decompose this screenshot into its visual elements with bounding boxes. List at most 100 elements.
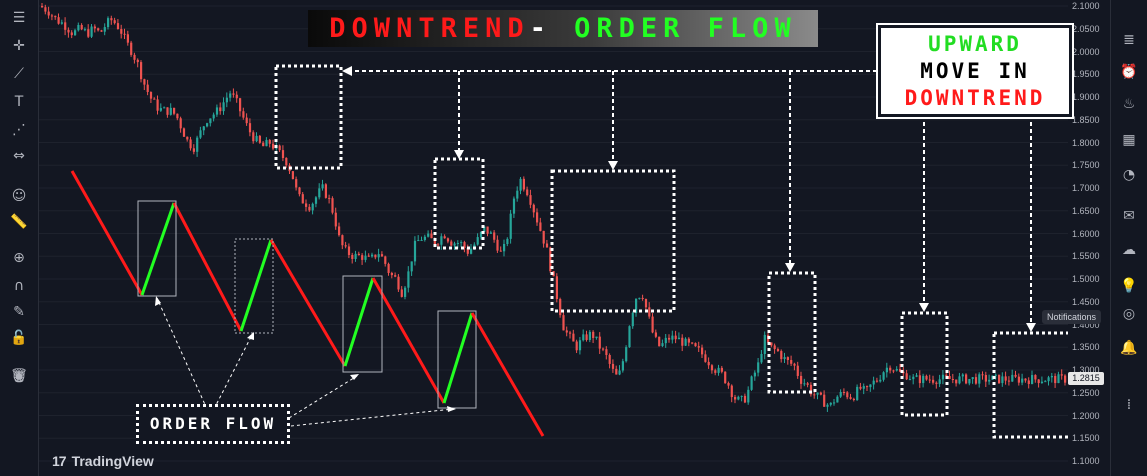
alerts-icon[interactable]: ⏰ (1120, 64, 1138, 80)
candle-down (278, 145, 281, 151)
text-icon[interactable]: T (14, 94, 24, 110)
candle-up (479, 231, 483, 238)
candle-down (338, 226, 341, 236)
tradingview-brand[interactable]: 17 TradingView (52, 453, 154, 469)
callout-arrows (345, 70, 1032, 328)
zigzag-leg-1-up (140, 202, 176, 296)
candle-up (872, 380, 875, 385)
candle-down (173, 107, 176, 114)
candle-down (232, 93, 235, 95)
price-tick-label: 1.3000 (1072, 365, 1100, 375)
lock-icon[interactable]: 🔓 (10, 330, 28, 346)
candle-down (935, 382, 938, 384)
calendar-icon[interactable]: ▦ (1122, 132, 1136, 148)
candle-down (192, 148, 195, 152)
streams-icon[interactable]: ☁ (1122, 242, 1136, 258)
broadcast-icon[interactable]: ◎ (1122, 306, 1136, 322)
candle-up (318, 188, 321, 198)
eye-icon[interactable]: ◉ (12, 368, 26, 384)
candle-up (196, 137, 199, 152)
candle-up (364, 255, 367, 260)
hotlist-icon[interactable]: ♨ (1122, 96, 1136, 112)
candle-up (938, 379, 941, 384)
candle-down (245, 117, 248, 124)
candle-up (912, 376, 915, 380)
candle-down (846, 392, 849, 398)
chart-layout-icon[interactable]: ⁞ (1126, 397, 1132, 413)
candle-down (248, 123, 252, 133)
candle-down (235, 94, 238, 99)
candle-up (371, 254, 374, 257)
candle-up (74, 30, 77, 36)
crosshair-icon[interactable]: ✛ (13, 38, 25, 54)
candle-up (783, 357, 786, 360)
candle-down (351, 254, 354, 259)
candle-up (1011, 374, 1014, 382)
highlight-box-5 (900, 311, 949, 417)
candle-down (1024, 378, 1027, 381)
candle-up (476, 237, 479, 245)
price-chart[interactable] (39, 0, 1068, 476)
left-drawing-toolbar: ☰ ✛ ⟋ T ⋰ ⇔ ☺ 📏 ⊕ ∩ ✎ 🔓 ◉ 🗑 (0, 0, 39, 476)
candle-down (450, 241, 453, 246)
zigzag-leg-1-down (70, 170, 144, 296)
candle-down (146, 84, 149, 92)
candle-down (602, 348, 605, 350)
candle-up (1001, 376, 1004, 384)
candle-down (41, 6, 44, 8)
candle-down (357, 253, 360, 256)
bulb-icon[interactable]: 💡 (1120, 278, 1138, 294)
lock-pencil-icon[interactable]: ✎ (13, 304, 25, 320)
notifications-icon[interactable]: 🔔 (1120, 340, 1138, 356)
zigzag-leg-2-up (239, 239, 273, 332)
price-axis[interactable]: 2.1000 2.0500 2.0000 1.9500 1.9000 1.8500 1.80… (1068, 0, 1110, 476)
candle-down (899, 368, 902, 372)
title-separator: - (529, 13, 552, 44)
trash-icon[interactable]: 🗑 (10, 368, 28, 384)
candle-down (806, 383, 809, 385)
candle-down (341, 235, 344, 246)
candle-up (1050, 376, 1053, 378)
watchlist-icon[interactable]: ≣ (1123, 32, 1135, 48)
candle-down (681, 337, 684, 346)
candle-up (169, 107, 172, 115)
ideas-icon[interactable]: ◔ (1122, 167, 1136, 183)
candle-up (199, 130, 202, 138)
zoom-icon[interactable]: ⊕ (13, 250, 25, 266)
emoji-icon[interactable]: ☺ (11, 188, 27, 204)
candle-down (776, 349, 780, 352)
candle-down (400, 289, 403, 297)
candle-down (707, 361, 710, 366)
pattern-icon[interactable]: ⋰ (12, 122, 26, 138)
candle-up (737, 396, 740, 400)
candle-up (879, 379, 882, 382)
candle-down (819, 392, 822, 395)
candlestick-series (41, 2, 1067, 412)
measure-icon[interactable]: ⇔ (13, 148, 25, 164)
candle-up (1040, 381, 1044, 384)
candle-down (823, 394, 826, 407)
candle-down (390, 272, 393, 276)
ruler-icon[interactable]: 📏 (10, 214, 28, 230)
candle-down (842, 392, 846, 394)
trend-line-icon[interactable]: ⟋ (14, 66, 24, 82)
current-price-badge: 1.2815 (1068, 372, 1104, 386)
order-flow-arrow-3 (288, 375, 358, 419)
callout-line-3: DOWNTREND (904, 85, 1046, 110)
candle-down (493, 232, 496, 240)
menu-icon[interactable]: ☰ (12, 10, 26, 26)
candle-down (136, 59, 139, 63)
price-tick-label: 1.6000 (1072, 228, 1100, 239)
chat-icon[interactable]: ✉ (1123, 208, 1135, 224)
candle-down (1004, 376, 1007, 381)
candle-up (621, 361, 624, 371)
candle-up (922, 375, 925, 384)
candle-down (140, 62, 143, 80)
candle-down (925, 375, 928, 380)
candle-up (862, 386, 865, 389)
candle-up (265, 139, 268, 147)
candle-down (694, 343, 697, 347)
magnet-icon[interactable]: ∩ (13, 278, 25, 294)
candle-up (1031, 375, 1034, 384)
candle-up (885, 367, 888, 373)
